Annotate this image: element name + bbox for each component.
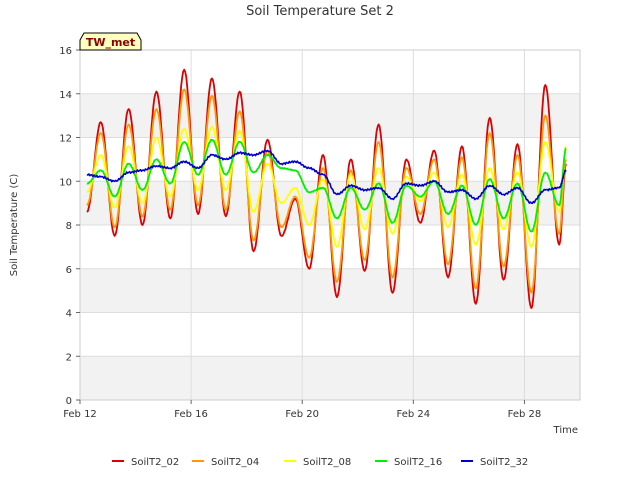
- site-badge-label: TW_met: [86, 36, 135, 49]
- legend: SoilT2_02 SoilT2_04 SoilT2_08 SoilT2_16 Soil…: [112, 457, 528, 468]
- y-axis: 0 2 4 6 8 10 12 14 16: [59, 46, 80, 407]
- y-tick-label: 6: [66, 265, 72, 276]
- legend-label: SoilT2_04: [211, 457, 259, 468]
- series-line-soilt2_16: [86, 138, 567, 233]
- series-line-soilt2_08: [86, 125, 567, 248]
- legend-label: SoilT2_08: [303, 457, 351, 468]
- series-line-soilt2_32: [86, 149, 567, 205]
- x-tick-label: Feb 28: [508, 409, 542, 420]
- x-axis: Feb 12 Feb 16 Feb 20 Feb 24 Feb 28: [63, 400, 541, 420]
- y-tick-label: 0: [66, 396, 72, 407]
- y-axis-label: Soil Temperature (C): [9, 174, 20, 277]
- plot-band: [80, 93, 580, 138]
- y-tick-label: 2: [66, 352, 72, 363]
- y-tick-label: 4: [66, 309, 72, 320]
- x-axis-label: Time: [553, 425, 578, 436]
- legend-label: SoilT2_16: [394, 457, 442, 468]
- y-tick-label: 12: [59, 134, 72, 145]
- series-line-soilt2_04: [86, 88, 567, 294]
- y-tick-label: 10: [59, 177, 72, 188]
- x-tick-label: Feb 24: [397, 409, 431, 420]
- plot-band: [80, 356, 580, 400]
- chart-title: Soil Temperature Set 2: [246, 4, 394, 19]
- y-tick-label: 16: [59, 46, 72, 57]
- legend-label: SoilT2_32: [480, 457, 528, 468]
- x-tick-label: Feb 12: [63, 409, 97, 420]
- site-badge: TW_met: [79, 32, 142, 51]
- plot-band: [80, 268, 580, 313]
- y-tick-label: 8: [66, 221, 72, 232]
- series-lines: [86, 68, 567, 309]
- legend-label: SoilT2_02: [131, 457, 179, 468]
- y-tick-label: 14: [59, 90, 72, 101]
- x-tick-label: Feb 20: [285, 409, 319, 420]
- x-tick-label: Feb 16: [174, 409, 208, 420]
